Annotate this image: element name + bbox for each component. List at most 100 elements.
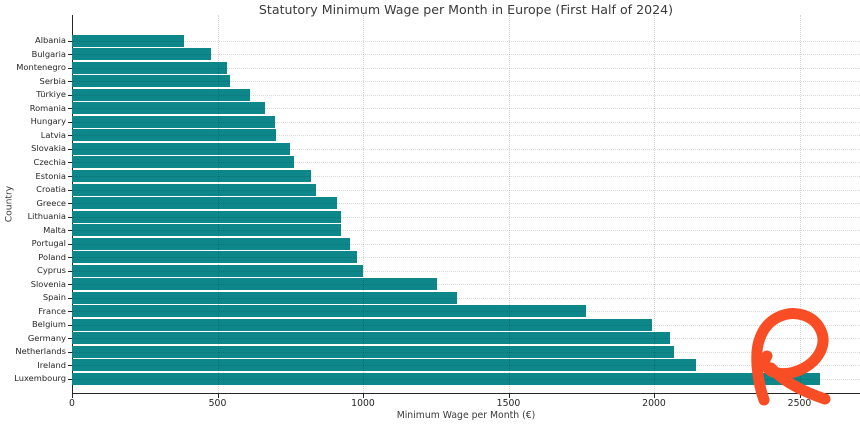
ytick-mark: [68, 378, 72, 380]
ytick-mark: [68, 338, 72, 340]
bar-greece: [72, 197, 337, 210]
bar-cyprus: [72, 264, 363, 277]
ytick-label-albania: Albania: [35, 35, 66, 46]
ytick-label-latvia: Latvia: [40, 129, 66, 140]
bar-germany: [72, 332, 670, 345]
bar-serbia: [72, 75, 231, 88]
horizontal-gridline: [72, 40, 860, 42]
plot-area: [72, 15, 860, 393]
bar-hungary: [72, 115, 275, 128]
ytick-label-ireland: Ireland: [37, 359, 66, 370]
ytick-mark: [68, 203, 72, 205]
ytick-mark: [68, 230, 72, 232]
ytick-mark: [68, 54, 72, 56]
horizontal-gridline: [72, 284, 860, 286]
ytick-mark: [68, 135, 72, 137]
xtick-label-1000: 1000: [351, 398, 375, 409]
bar-netherlands: [72, 345, 675, 358]
ytick-mark: [68, 67, 72, 69]
ytick-label-portugal: Portugal: [31, 238, 66, 249]
xtick-label-0: 0: [69, 398, 75, 409]
horizontal-gridline: [72, 176, 860, 177]
horizontal-gridline: [72, 216, 860, 218]
horizontal-gridline: [72, 189, 860, 191]
bar-latvia: [72, 129, 276, 142]
xtick-mark-0: [72, 394, 73, 398]
ytick-mark: [68, 257, 72, 259]
bar-malta: [72, 224, 342, 237]
ytick-label-malta: Malta: [43, 224, 66, 235]
ytick-label-slovenia: Slovenia: [30, 278, 66, 289]
vertical-gridline-1500: [508, 15, 510, 393]
ytick-mark: [68, 324, 72, 326]
xtick-label-500: 500: [208, 398, 227, 409]
ytick-label-france: France: [38, 305, 66, 316]
horizontal-gridline: [72, 311, 860, 313]
ytick-label-cyprus: Cyprus: [37, 265, 66, 276]
bar-france: [72, 305, 587, 318]
xtick-label-2000: 2000: [642, 398, 666, 409]
bar-türkiye: [72, 88, 250, 101]
ytick-mark: [68, 81, 72, 83]
horizontal-gridline: [72, 81, 860, 83]
x-axis-label: Minimum Wage per Month (€): [396, 410, 536, 421]
horizontal-gridline: [72, 54, 860, 56]
ytick-mark: [68, 40, 72, 42]
ytick-label-czechia: Czechia: [33, 156, 66, 167]
horizontal-gridline: [72, 243, 860, 245]
xtick-label-2500: 2500: [787, 398, 812, 409]
ytick-mark: [68, 284, 72, 286]
horizontal-gridline: [72, 67, 860, 69]
ytick-mark: [68, 216, 72, 218]
ytick-label-türkiye: Türkiye: [36, 89, 66, 100]
ytick-mark: [68, 311, 72, 313]
xtick-label-1500: 1500: [496, 398, 521, 409]
horizontal-gridline: [72, 135, 860, 137]
horizontal-gridline: [72, 378, 860, 380]
ytick-label-slovakia: Slovakia: [31, 143, 66, 154]
bar-portugal: [72, 237, 351, 250]
ytick-label-croatia: Croatia: [36, 184, 66, 195]
ytick-mark: [68, 270, 72, 272]
horizontal-gridline: [72, 270, 860, 272]
vertical-gridline-500: [217, 15, 219, 393]
horizontal-gridline: [72, 121, 860, 123]
bar-estonia: [72, 170, 311, 182]
horizontal-gridline: [72, 230, 860, 232]
bar-luxembourg: [72, 372, 821, 385]
bar-ireland: [72, 359, 697, 372]
bar-poland: [72, 251, 357, 264]
bar-albania: [72, 34, 185, 47]
chart-title: Statutory Minimum Wage per Month in Euro…: [258, 2, 674, 17]
bar-belgium: [72, 318, 653, 331]
vertical-gridline-1000: [363, 15, 364, 393]
ytick-label-greece: Greece: [36, 197, 66, 208]
ytick-label-hungary: Hungary: [30, 116, 66, 127]
ytick-mark: [68, 148, 72, 150]
bar-romania: [72, 102, 265, 115]
ytick-mark: [68, 108, 72, 110]
ytick-mark: [68, 94, 72, 96]
ytick-label-lithuania: Lithuania: [27, 211, 66, 222]
horizontal-gridline: [72, 162, 860, 164]
horizontal-gridline: [72, 94, 860, 96]
ytick-label-montenegro: Montenegro: [16, 62, 66, 73]
ytick-label-luxembourg: Luxembourg: [14, 373, 66, 384]
ytick-label-belgium: Belgium: [31, 319, 66, 330]
bar-czechia: [72, 156, 295, 169]
ytick-label-romania: Romania: [29, 102, 66, 113]
vertical-gridline-2000: [654, 15, 655, 393]
ytick-mark: [68, 365, 72, 367]
xtick-mark-2000: [654, 394, 655, 398]
ytick-label-netherlands: Netherlands: [15, 346, 66, 357]
ytick-mark: [68, 189, 72, 191]
horizontal-gridline: [72, 203, 860, 205]
horizontal-gridline: [72, 338, 860, 340]
ytick-mark: [68, 162, 72, 164]
ytick-mark: [68, 351, 72, 353]
horizontal-gridline: [72, 297, 860, 299]
ytick-mark: [68, 297, 72, 299]
horizontal-gridline: [72, 257, 860, 259]
horizontal-gridline: [72, 351, 860, 353]
